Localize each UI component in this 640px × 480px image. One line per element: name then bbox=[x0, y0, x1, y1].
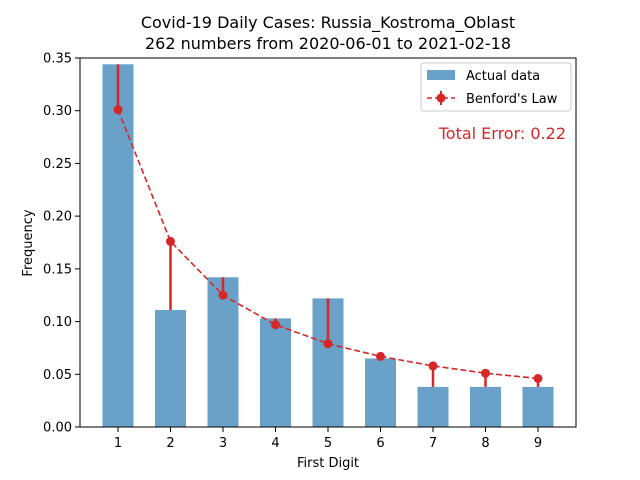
benford-point-digit-4 bbox=[271, 320, 280, 330]
x-tick-label-3: 3 bbox=[219, 436, 227, 451]
total-error-annotation: Total Error: 0.22 bbox=[438, 124, 566, 143]
benford-point-digit-2 bbox=[166, 236, 175, 246]
legend-marker-benford bbox=[436, 93, 446, 103]
x-tick-label-5: 5 bbox=[324, 436, 332, 451]
legend-label-benford: Benford's Law bbox=[466, 92, 558, 107]
benford-point-digit-1 bbox=[113, 105, 123, 115]
benford-point-digit-5 bbox=[323, 339, 333, 349]
x-tick-label-8: 8 bbox=[481, 436, 489, 451]
chart-title-line2: 262 numbers from 2020-06-01 to 2021-02-1… bbox=[145, 34, 511, 53]
legend-label-actual: Actual data bbox=[466, 69, 540, 84]
legend-swatch-actual bbox=[427, 70, 455, 80]
x-tick-label-4: 4 bbox=[271, 436, 279, 451]
x-tick-label-2: 2 bbox=[166, 436, 174, 451]
bars-layer bbox=[102, 64, 554, 428]
benford-point-digit-8 bbox=[481, 368, 490, 378]
x-tick-label-7: 7 bbox=[429, 436, 437, 451]
y-tick-label-7: 0.35 bbox=[43, 52, 72, 67]
benford-point-digit-7 bbox=[428, 361, 438, 371]
benford-line-layer bbox=[113, 105, 543, 383]
y-axis-label: Frequency bbox=[21, 209, 36, 276]
x-tick-label-9: 9 bbox=[534, 436, 542, 451]
chart-title-line1: Covid-19 Daily Cases: Russia_Kostroma_Ob… bbox=[141, 13, 515, 33]
bar-digit-1 bbox=[102, 64, 134, 428]
bar-digit-3 bbox=[207, 277, 239, 427]
legend: Actual data Benford's Law bbox=[420, 62, 572, 112]
benford-point-digit-9 bbox=[533, 374, 543, 383]
y-axis-ticks: 0.00 0.05 0.10 0.15 0.20 0.25 0.30 0.35 bbox=[43, 52, 80, 436]
y-tick-label-6: 0.30 bbox=[43, 104, 72, 119]
bar-digit-2 bbox=[155, 310, 186, 427]
bar-digit-8 bbox=[470, 386, 501, 427]
y-tick-label-4: 0.20 bbox=[43, 210, 72, 225]
bar-digit-4 bbox=[260, 318, 291, 427]
y-tick-label-1: 0.05 bbox=[43, 368, 72, 383]
bar-digit-7 bbox=[417, 386, 449, 427]
y-tick-label-0: 0.00 bbox=[43, 421, 72, 436]
benford-point-digit-6 bbox=[376, 351, 385, 361]
bar-digit-6 bbox=[365, 358, 396, 427]
x-tick-label-1: 1 bbox=[114, 436, 122, 451]
y-tick-label-3: 0.15 bbox=[43, 262, 72, 277]
x-tick-label-6: 6 bbox=[376, 436, 384, 451]
y-tick-label-2: 0.10 bbox=[43, 315, 72, 330]
y-tick-label-5: 0.25 bbox=[43, 157, 72, 172]
legend-box bbox=[420, 62, 572, 112]
benford-point-digit-3 bbox=[218, 290, 228, 300]
x-axis-label: First Digit bbox=[297, 456, 359, 471]
bar-digit-9 bbox=[522, 386, 554, 427]
x-axis-ticks: 1 2 3 4 5 6 7 8 9 bbox=[114, 427, 542, 451]
